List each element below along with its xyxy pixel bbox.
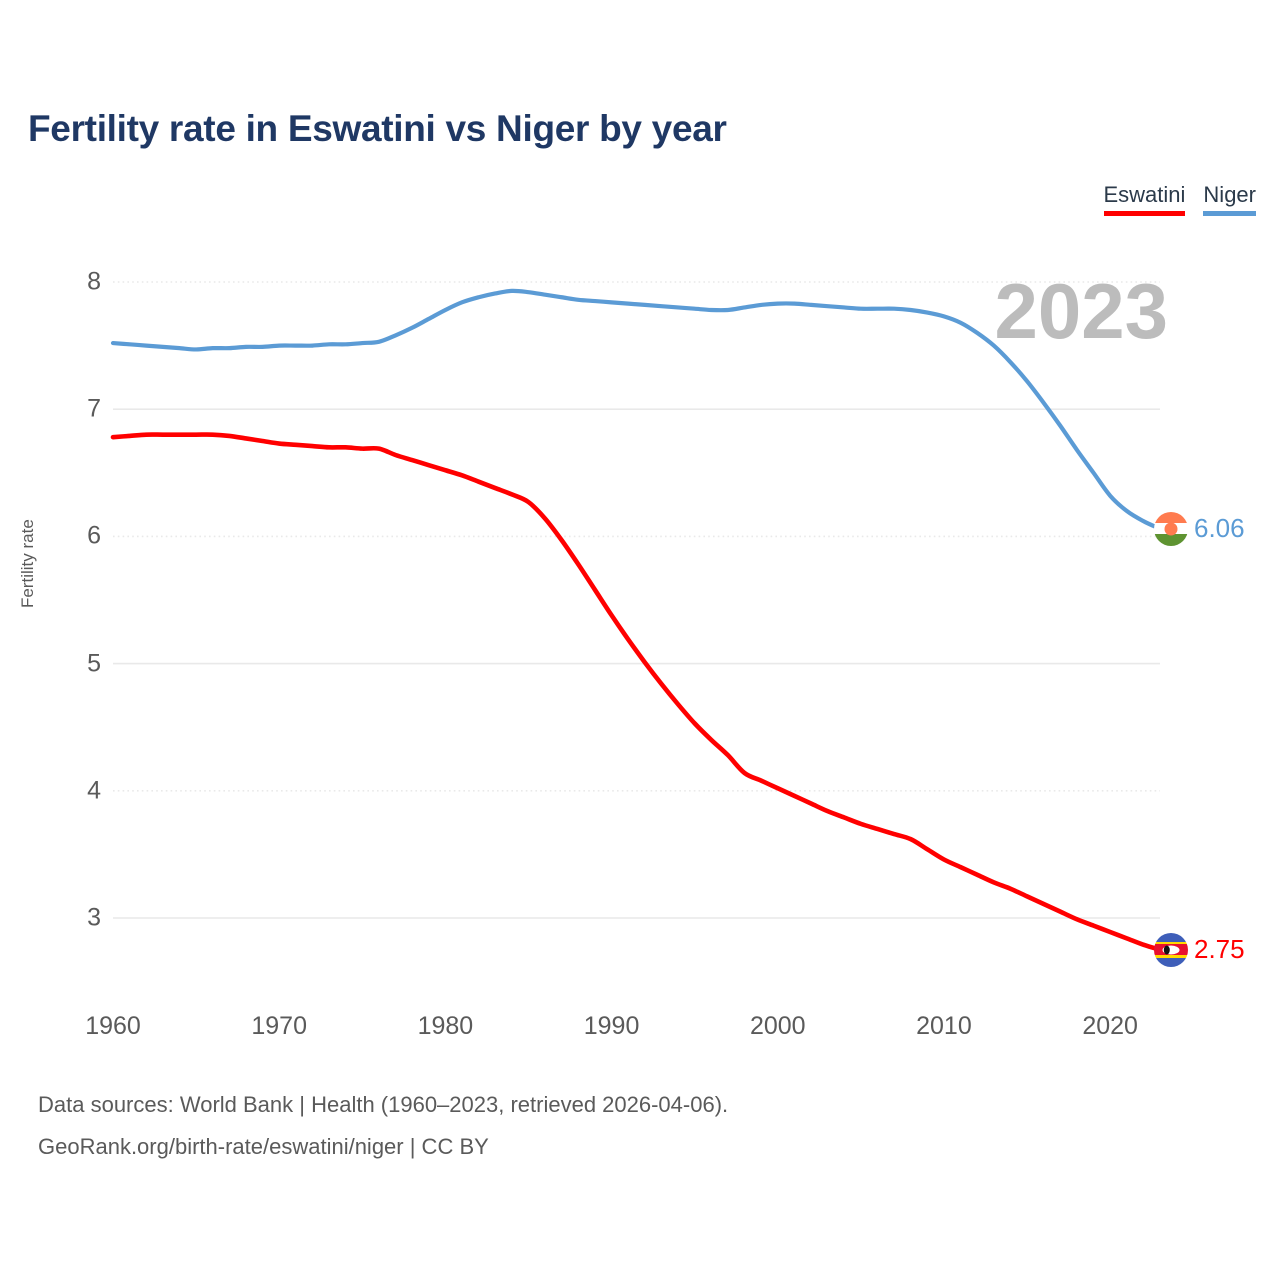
year-watermark: 2023 <box>994 267 1168 355</box>
x-tick-label: 1970 <box>251 1012 307 1040</box>
series-lines <box>110 288 1163 953</box>
y-tick-label: 4 <box>87 776 101 805</box>
niger-flag-icon <box>1154 511 1188 546</box>
legend-item-eswatini[interactable]: Eswatini <box>1103 182 1186 216</box>
end-value-niger: 6.06 <box>1194 513 1245 544</box>
x-tick-label: 1980 <box>417 1012 474 1040</box>
footer-line-sources: Data sources: World Bank | Health (1960–… <box>38 1092 729 1117</box>
end-marker-niger: 6.06 <box>1154 511 1245 546</box>
x-tick-label: 1990 <box>583 1012 640 1040</box>
eswatini-flag-icon <box>1154 932 1188 967</box>
gridlines <box>113 281 1160 919</box>
series-line-eswatini <box>110 432 1163 953</box>
legend-swatch-niger <box>1203 211 1256 216</box>
x-tick-label: 2000 <box>749 1012 806 1040</box>
end-value-eswatini: 2.75 <box>1194 934 1245 965</box>
series-line-niger <box>110 288 1163 531</box>
x-tick-label: 2010 <box>916 1012 972 1040</box>
y-tick-label: 6 <box>87 521 101 550</box>
end-marker-eswatini: 2.75 <box>1154 932 1245 967</box>
legend-swatch-eswatini <box>1103 211 1186 216</box>
legend-item-niger[interactable]: Niger <box>1203 182 1256 216</box>
y-tick-label: 5 <box>87 649 101 678</box>
chart-legend: Eswatini Niger <box>1103 182 1256 216</box>
y-tick-label: 7 <box>87 394 101 423</box>
x-tick-label: 2020 <box>1082 1012 1138 1040</box>
x-tick-label: 1960 <box>85 1012 141 1040</box>
y-tick-label: 8 <box>87 267 101 296</box>
y-tick-label: 3 <box>87 903 101 932</box>
legend-label-eswatini: Eswatini <box>1103 182 1186 207</box>
footer-line-attribution[interactable]: GeoRank.org/birth-rate/eswatini/niger | … <box>38 1134 489 1159</box>
page-title: Fertility rate in Eswatini vs Niger by y… <box>28 108 727 149</box>
legend-label-niger: Niger <box>1203 182 1256 207</box>
footer: Data sources: World Bank | Health (1960–… <box>38 1084 728 1168</box>
